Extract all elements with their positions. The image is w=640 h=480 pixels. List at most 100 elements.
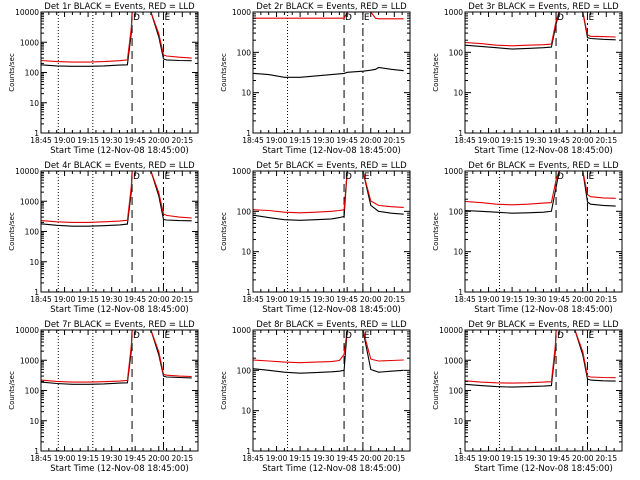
marker-label: E [164, 172, 170, 182]
series-lld [465, 12, 616, 47]
x-tick-label: 19:30 [101, 136, 123, 145]
x-tick-label: 19:15 [501, 295, 523, 304]
x-tick-label: 19:00 [266, 295, 288, 304]
y-tick-label: 1000 [444, 356, 463, 365]
panel-title: Det 8r BLACK = Events, RED = LLD [256, 320, 407, 330]
x-tick-label: 19:15 [77, 295, 99, 304]
y-tick-label: 10 [241, 248, 251, 257]
x-tick-label: 19:45 [336, 136, 358, 145]
y-tick-label: 1 [34, 288, 39, 297]
y-tick-label: 100 [237, 366, 252, 375]
x-tick-label: 18:45 [242, 295, 264, 304]
marker-label: E [164, 331, 170, 341]
y-axis-label: Counts/sec [432, 53, 440, 92]
x-tick-label: 20:00 [148, 295, 170, 304]
marker-label: D [133, 13, 140, 23]
x-tick-label: 19:00 [54, 295, 76, 304]
y-tick-label: 10 [453, 89, 463, 98]
y-tick-label: 10000 [439, 326, 463, 335]
y-tick-label: 10 [241, 407, 251, 416]
marker-label: D [345, 331, 352, 341]
series-lld [465, 171, 616, 206]
y-tick-label: 10 [241, 89, 251, 98]
y-axis-label: Counts/sec [432, 371, 440, 410]
plot-frame [252, 11, 411, 134]
x-tick-label: 20:00 [360, 136, 382, 145]
y-tick-label: 1000 [20, 356, 39, 365]
y-axis-label: Counts/sec [220, 212, 228, 251]
x-tick-label: 19:00 [54, 454, 76, 463]
x-tick-label: 18:45 [454, 295, 476, 304]
plot-frame [40, 329, 199, 452]
marker-label: D [345, 13, 352, 23]
x-tick-label: 20:00 [360, 454, 382, 463]
x-tick-label: 20:15 [595, 454, 617, 463]
panel-title: Det 1r BLACK = Events, RED = LLD [44, 2, 195, 12]
marker-label: D [133, 331, 140, 341]
x-tick-label: 20:15 [383, 136, 405, 145]
y-tick-label: 10000 [15, 8, 39, 17]
panel-title: Det 9r BLACK = Events, RED = LLD [468, 320, 619, 330]
y-tick-label: 1 [246, 447, 251, 456]
x-tick-label: 19:15 [289, 136, 311, 145]
y-tick-label: 1000 [20, 197, 39, 206]
plot-frame [464, 11, 623, 134]
x-tick-label: 19:45 [336, 454, 358, 463]
x-tick-label: 18:45 [30, 136, 52, 145]
y-tick-label: 1 [34, 129, 39, 138]
y-tick-label: 100 [237, 207, 252, 216]
x-tick-label: 20:15 [383, 295, 405, 304]
panel-title: Det 4r BLACK = Events, RED = LLD [44, 161, 195, 171]
x-axis-label: Start Time (12-Nov-08 18:45:00) [262, 146, 401, 156]
marker-label: E [588, 13, 594, 23]
x-axis-label: Start Time (12-Nov-08 18:45:00) [50, 146, 189, 156]
panel-title: Det 2r BLACK = Events, RED = LLD [256, 2, 407, 12]
y-tick-label: 10 [29, 258, 39, 267]
x-tick-label: 19:45 [124, 136, 146, 145]
y-tick-label: 1 [458, 129, 463, 138]
y-tick-label: 1000 [232, 8, 251, 17]
marker-label: E [588, 172, 594, 182]
y-tick-label: 10 [29, 99, 39, 108]
panel-title: Det 7r BLACK = Events, RED = LLD [44, 320, 195, 330]
series-events [253, 66, 404, 78]
series-events [465, 171, 616, 214]
series-lld [41, 171, 192, 223]
y-tick-label: 100 [25, 69, 40, 78]
x-tick-label: 19:15 [501, 136, 523, 145]
y-tick-label: 100 [25, 228, 40, 237]
y-tick-label: 100 [449, 387, 464, 396]
marker-label: E [364, 331, 370, 341]
x-tick-label: 19:00 [478, 454, 500, 463]
marker-label: E [588, 331, 594, 341]
y-tick-label: 100 [237, 48, 252, 57]
plot-frame [464, 329, 623, 452]
x-tick-label: 19:45 [124, 295, 146, 304]
x-tick-label: 19:00 [478, 295, 500, 304]
x-tick-label: 18:45 [454, 136, 476, 145]
marker-label: D [557, 13, 564, 23]
y-axis-label: Counts/sec [220, 371, 228, 410]
x-tick-label: 19:45 [548, 454, 570, 463]
x-tick-label: 20:15 [171, 295, 193, 304]
x-tick-label: 19:00 [266, 136, 288, 145]
y-tick-label: 10 [453, 417, 463, 426]
y-axis-label: Counts/sec [8, 53, 16, 92]
y-axis-label: Counts/sec [8, 212, 16, 251]
y-tick-label: 1 [246, 288, 251, 297]
x-tick-label: 20:00 [572, 454, 594, 463]
x-axis-label: Start Time (12-Nov-08 18:45:00) [262, 305, 401, 315]
x-tick-label: 18:45 [242, 136, 264, 145]
x-tick-label: 20:00 [148, 136, 170, 145]
x-tick-label: 19:30 [525, 454, 547, 463]
x-tick-label: 19:30 [525, 136, 547, 145]
series-lld [253, 330, 404, 364]
series-events [253, 330, 404, 374]
x-tick-label: 19:15 [501, 454, 523, 463]
y-tick-label: 1000 [232, 326, 251, 335]
